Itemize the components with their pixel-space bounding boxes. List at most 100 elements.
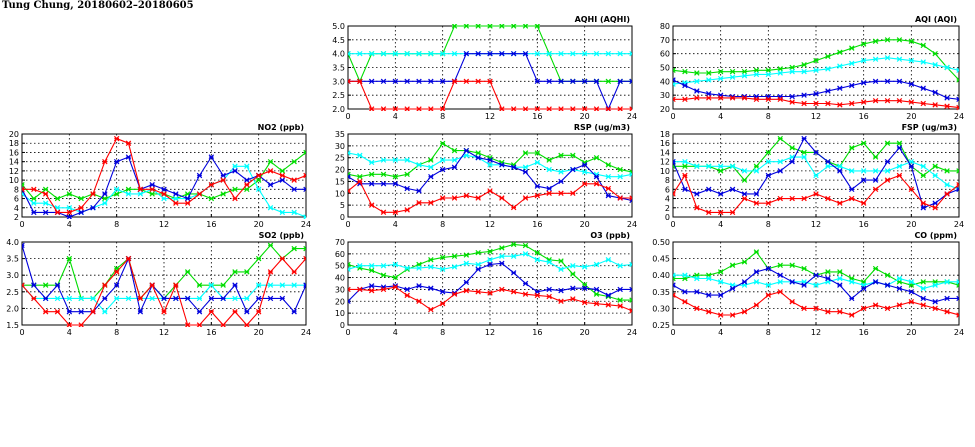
data-point [546,185,552,192]
data-point [753,249,760,255]
data-point [717,163,724,170]
data-point [789,99,795,105]
data-point [920,285,926,292]
y-tick-label: 10 [335,309,345,318]
data-point [113,295,120,302]
x-tick-label: 16 [206,220,216,229]
data-point [932,163,938,170]
data-point [137,295,144,302]
data-point [801,92,807,98]
data-point [439,166,446,173]
data-point [451,147,458,154]
data-point [368,171,375,178]
data-point [825,269,831,275]
data-point [303,172,306,179]
data-point [570,78,576,85]
data-point [380,209,387,215]
data-point [499,106,505,111]
data-point [617,173,623,180]
data-point [113,282,120,288]
data-point [729,68,736,75]
data-point [357,50,363,57]
data-point [499,245,505,251]
data-point [605,50,612,57]
data-point [102,282,108,288]
data-point [741,177,748,183]
data-point [78,322,84,327]
data-point [717,191,724,197]
data-point [777,262,783,268]
data-point [837,269,843,275]
data-point [22,181,25,188]
data-point [617,106,623,111]
x-tick-label: 16 [532,220,542,229]
data-point [255,295,262,302]
data-point [404,50,410,57]
data-point [765,96,772,103]
data-point [694,305,700,312]
data-point [753,279,760,285]
x-tick-label: 0 [345,112,350,121]
data-point [475,249,481,256]
data-point [487,188,493,194]
data-point [66,214,73,219]
data-point [232,269,238,275]
data-point [629,286,632,293]
data-point [416,50,422,57]
data-point [837,102,843,108]
chart-o3: O3 (ppb) 0 4 8 12 16 20 24 0 10 20 30 40 50 60 70 [335,231,637,337]
y-tick-label: 0.45 [652,255,670,264]
data-point [416,298,422,305]
data-point [558,50,564,57]
data-point [765,282,772,288]
data-point [729,163,736,170]
data-point [416,200,422,206]
data-point [753,200,760,206]
data-point [267,295,274,302]
data-point [439,289,446,295]
data-point [291,158,297,165]
data-point [777,96,783,103]
series-red [673,289,959,318]
y-tick-label: 4.0 [332,50,345,59]
data-point [558,287,564,294]
data-point [267,205,274,211]
data-point [510,24,517,29]
data-point [534,257,541,263]
data-point [570,50,576,57]
data-point [522,50,529,57]
series-cyan [348,251,632,272]
data-point [789,93,795,100]
data-point [510,164,517,170]
data-point [884,282,891,288]
data-point [558,169,564,175]
y-tick-label: 2.5 [6,288,19,297]
data-point [629,50,632,57]
data-point [920,42,926,49]
x-tick-label: 20 [580,112,590,121]
data-point [617,166,623,173]
data-point [546,157,552,163]
y-tick-label: 50 [660,64,670,73]
data-point [184,195,191,202]
data-point [380,286,387,293]
y-tick-label: 3.0 [332,77,345,86]
data-point [801,154,807,160]
data-point [475,50,481,57]
y-tick-label: 8 [665,176,670,185]
data-point [522,164,529,170]
data-point [849,168,855,174]
data-point [944,308,950,315]
data-point [404,185,410,192]
y-tick-label: 35 [335,130,345,139]
data-point [348,150,351,156]
data-point [380,106,387,111]
data-point [102,308,108,315]
data-point [22,242,25,249]
series-cyan [673,154,959,193]
data-point [920,279,926,285]
data-point [837,308,843,315]
data-point [944,279,950,285]
data-point [42,191,49,197]
data-point [860,99,867,105]
